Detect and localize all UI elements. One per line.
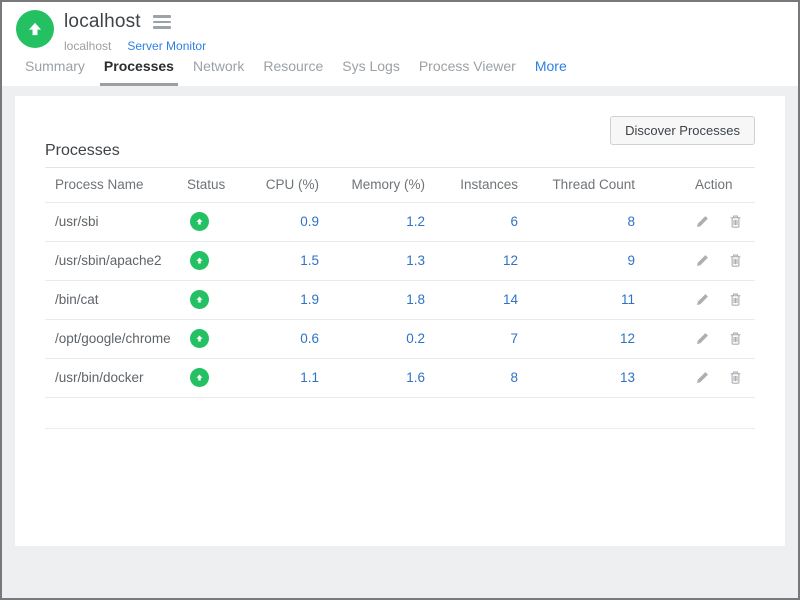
threads-value[interactable]: 13 (518, 358, 635, 398)
tab-processes[interactable]: Processes (99, 56, 179, 86)
discover-processes-button[interactable]: Discover Processes (610, 116, 755, 145)
tab-resource[interactable]: Resource (263, 58, 324, 74)
breadcrumb: localhost Server Monitor (64, 39, 206, 53)
instances-value[interactable]: 6 (425, 202, 518, 242)
col-process-name: Process Name (45, 168, 187, 203)
instances-value[interactable]: 14 (425, 280, 518, 320)
process-name: /opt/google/chrome (45, 319, 187, 359)
tab-bar: Summary Processes Network Resource Sys L… (24, 56, 788, 86)
app-header: localhost localhost Server Monitor Summa… (2, 2, 798, 86)
status-up-icon (190, 290, 209, 309)
process-name: /usr/bin/docker (45, 358, 187, 398)
table-row: /bin/cat 1.9 1.8 14 11 (45, 280, 755, 320)
table-row: /usr/sbi 0.9 1.2 6 8 (45, 202, 755, 242)
processes-table: Process Name Status CPU (%) Memory (%) I… (45, 168, 755, 398)
tab-process-viewer[interactable]: Process Viewer (418, 58, 516, 74)
action-cell (635, 280, 755, 320)
edit-icon[interactable] (695, 253, 710, 268)
memory-value[interactable]: 0.2 (319, 319, 425, 359)
memory-value[interactable]: 1.2 (319, 202, 425, 242)
delete-icon[interactable] (728, 214, 743, 229)
process-name: /usr/sbi (45, 202, 187, 242)
edit-icon[interactable] (695, 292, 710, 307)
instances-value[interactable]: 8 (425, 358, 518, 398)
tab-summary[interactable]: Summary (25, 58, 85, 74)
action-cell (635, 358, 755, 398)
process-name: /usr/sbin/apache2 (45, 241, 187, 281)
threads-value[interactable]: 9 (518, 241, 635, 281)
instances-value[interactable]: 12 (425, 241, 518, 281)
col-thread-count: Thread Count (518, 168, 635, 203)
edit-icon[interactable] (695, 214, 710, 229)
threads-value[interactable]: 11 (518, 280, 635, 320)
table-footer-divider (45, 398, 755, 429)
status-cell (187, 241, 259, 281)
col-action: Action (635, 168, 755, 203)
action-cell (635, 241, 755, 281)
delete-icon[interactable] (728, 370, 743, 385)
col-memory: Memory (%) (319, 168, 425, 203)
page-title: localhost (64, 11, 141, 32)
action-cell (635, 319, 755, 359)
col-cpu: CPU (%) (259, 168, 319, 203)
table-row: /usr/sbin/apache2 1.5 1.3 12 9 (45, 241, 755, 281)
tab-network[interactable]: Network (192, 58, 245, 74)
processes-panel: Discover Processes Processes Process Nam… (15, 96, 785, 546)
content-area: Discover Processes Processes Process Nam… (2, 86, 798, 546)
edit-icon[interactable] (695, 370, 710, 385)
threads-value[interactable]: 8 (518, 202, 635, 242)
up-arrow-icon (28, 22, 42, 36)
menu-icon[interactable] (151, 13, 173, 31)
instances-value[interactable]: 7 (425, 319, 518, 359)
status-up-icon (190, 251, 209, 270)
title-block: localhost localhost Server Monitor (64, 11, 206, 53)
col-status: Status (187, 168, 259, 203)
table-row: /opt/google/chrome 0.6 0.2 7 12 (45, 319, 755, 359)
breadcrumb-server-monitor-link[interactable]: Server Monitor (127, 39, 207, 53)
delete-icon[interactable] (728, 292, 743, 307)
tab-more[interactable]: More (534, 58, 567, 74)
cpu-value[interactable]: 1.9 (259, 280, 319, 320)
status-cell (187, 202, 259, 242)
status-cell (187, 280, 259, 320)
memory-value[interactable]: 1.8 (319, 280, 425, 320)
threads-value[interactable]: 12 (518, 319, 635, 359)
col-instances: Instances (425, 168, 518, 203)
delete-icon[interactable] (728, 331, 743, 346)
cpu-value[interactable]: 1.1 (259, 358, 319, 398)
status-cell (187, 358, 259, 398)
process-name: /bin/cat (45, 280, 187, 320)
memory-value[interactable]: 1.6 (319, 358, 425, 398)
table-row: /usr/bin/docker 1.1 1.6 8 13 (45, 358, 755, 398)
processes-table-body: /usr/sbi 0.9 1.2 6 8 (45, 202, 755, 398)
breadcrumb-host: localhost (64, 39, 112, 53)
section-title: Processes (45, 142, 755, 168)
host-status-avatar (16, 10, 54, 48)
status-cell (187, 319, 259, 359)
status-up-icon (190, 368, 209, 387)
tab-sys-logs[interactable]: Sys Logs (342, 58, 400, 74)
memory-value[interactable]: 1.3 (319, 241, 425, 281)
delete-icon[interactable] (728, 253, 743, 268)
edit-icon[interactable] (695, 331, 710, 346)
cpu-value[interactable]: 0.6 (259, 319, 319, 359)
table-header-row: Process Name Status CPU (%) Memory (%) I… (45, 168, 755, 203)
status-up-icon (190, 329, 209, 348)
cpu-value[interactable]: 1.5 (259, 241, 319, 281)
action-cell (635, 202, 755, 242)
status-up-icon (190, 212, 209, 231)
cpu-value[interactable]: 0.9 (259, 202, 319, 242)
